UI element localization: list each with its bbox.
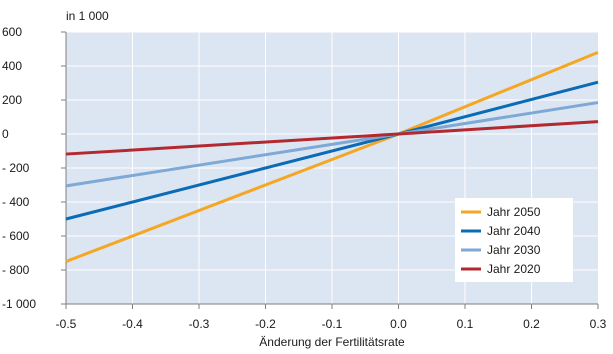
x-axis-title: Änderung der Fertilitätsrate [259, 335, 405, 349]
y-axis: 600 400 200 0 - 200 - 400 - 600 - 800 -1 000 [2, 25, 67, 311]
x-tick-label: 0.2 [523, 317, 540, 331]
x-tick-label: 0.3 [590, 317, 607, 331]
y-tick-label: - 600 [2, 229, 30, 243]
y-tick-label: 600 [2, 25, 22, 39]
series-line [65, 120, 599, 156]
x-tick-label: -0.2 [255, 317, 276, 331]
y-tick-label: - 200 [2, 161, 30, 175]
series-lines [65, 51, 599, 263]
y-tick-label: -1 000 [2, 297, 36, 311]
x-tick-label: 0.1 [457, 317, 474, 331]
legend-label: Jahr 2030 [487, 243, 541, 257]
unit-label: in 1 000 [66, 9, 109, 23]
x-axis: -0.5 -0.4 -0.3 -0.2 -0.1 0.0 0.1 0.2 0.3 [56, 303, 607, 331]
y-tick-label: - 800 [2, 263, 30, 277]
x-tick-label: -0.4 [122, 317, 143, 331]
x-tick-label: -0.5 [56, 317, 77, 331]
x-tick-label: 0.0 [390, 317, 407, 331]
y-tick-label: 400 [2, 59, 22, 73]
x-tick-label: -0.3 [189, 317, 210, 331]
y-tick-label: 200 [2, 93, 22, 107]
y-tick-label: 0 [2, 127, 9, 141]
legend-label: Jahr 2040 [487, 224, 541, 238]
legend: Jahr 2050 Jahr 2040 Jahr 2030 Jahr 2020 [461, 205, 541, 276]
x-tick-label: -0.1 [322, 317, 343, 331]
legend-label: Jahr 2050 [487, 205, 541, 219]
y-tick-label: - 400 [2, 195, 30, 209]
legend-label: Jahr 2020 [487, 262, 541, 276]
